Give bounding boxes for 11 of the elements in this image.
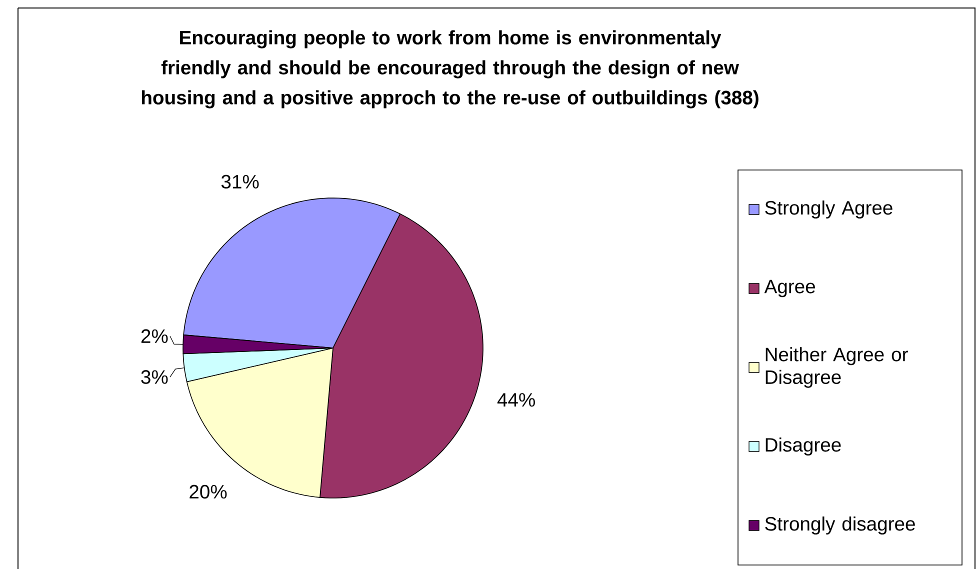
legend-label: Strongly Agree	[765, 200, 892, 219]
data-label: 20%	[190, 485, 227, 499]
legend-label: Agree	[764, 280, 815, 298]
data-label: 2%	[141, 330, 168, 344]
data-label: 31%	[221, 175, 259, 189]
chart-title: Encouraging people to work from home is environmentaly friendly and should be encouraged through the design of new housing and a positive approch to the re-use of outbuildings (388)	[142, 30, 758, 109]
data-label: 44%	[497, 393, 535, 407]
legend-label: Neither Agree or Disagree	[766, 347, 908, 388]
data-label: 3%	[141, 370, 168, 384]
legend-label: Disagree	[766, 438, 841, 456]
legend-label: Strongly disagree	[765, 516, 915, 535]
